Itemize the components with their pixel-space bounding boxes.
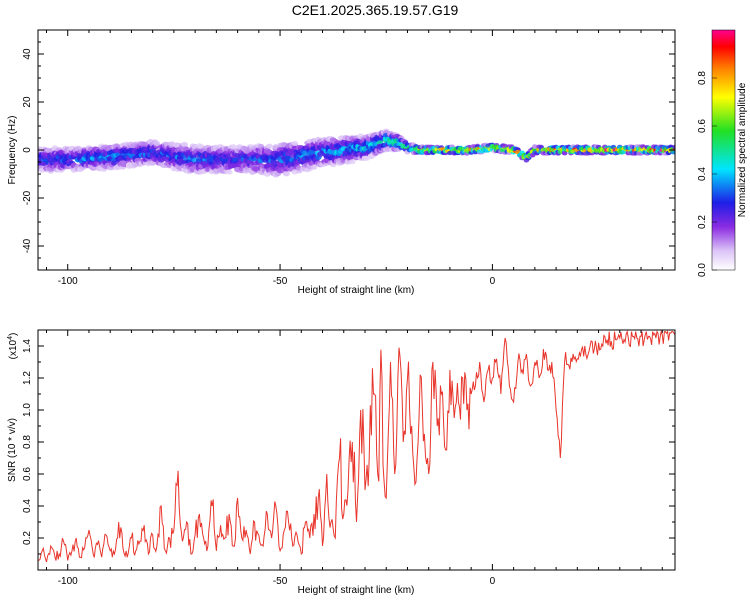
- colorbar-tick-label: 0.4: [697, 167, 708, 181]
- spectrogram-cell: [348, 159, 356, 165]
- colorbar-frame: [711, 29, 736, 271]
- snr-y-tick-label: 1.0: [22, 403, 33, 417]
- spectrogram-cell: [532, 144, 538, 149]
- spectrogram-cell: [310, 164, 318, 170]
- spectrogram-y-tick-label: -20: [22, 190, 33, 205]
- snr-y-tick-label: 1.2: [22, 371, 33, 385]
- colorbar-tick-label: 0.8: [697, 71, 708, 85]
- spectrogram-y-tick-label: 0: [22, 147, 33, 153]
- colorbar: 0.0 0.2 0.4 0.6 0.8 Normalized spectral ampl…: [697, 29, 748, 277]
- spectrogram-heatmap: [38, 128, 675, 178]
- colorbar-tick-label: 0.2: [697, 215, 708, 229]
- snr-plot-frame: [37, 329, 676, 571]
- spectrogram-cell: [229, 144, 237, 150]
- spectrogram-cell: [225, 169, 233, 175]
- spectrogram-cell: [672, 144, 675, 150]
- spectrogram-x-axis-label: Height of straight line (km): [298, 285, 415, 296]
- spectrogram-cell: [111, 160, 118, 166]
- spectrogram-cell: [266, 143, 273, 149]
- spectrogram-y-tick-label: 40: [22, 48, 33, 60]
- spectrogram-panel: -100 -50 0 -40 -20 0 20 40 Height of straight l…: [7, 29, 676, 296]
- figure-title: C2E1.2025.365.19.57.G19: [292, 2, 459, 18]
- snr-y-multiplier: (x104): [7, 333, 19, 360]
- colorbar-ticks: 0.0 0.2 0.4 0.6 0.8: [697, 71, 717, 277]
- colorbar-tick-label: 0.6: [697, 119, 708, 133]
- snr-y-tick-label: 0.4: [22, 499, 33, 513]
- snr-panel: -100 -50 0 0.2 0.4 0.6 0.8 1.0 1.2 1.4 Height of …: [7, 329, 676, 596]
- spectrogram-axes: -100 -50 0 -40 -20 0 20 40: [22, 29, 675, 287]
- spectrogram-y-axis-label: Frequency (Hz): [7, 116, 18, 185]
- spectrogram-x-tick-label: -100: [58, 276, 78, 287]
- snr-y-tick-label: 0.2: [22, 531, 33, 545]
- spectrogram-cell: [447, 150, 453, 156]
- spectrogram-y-tick-label: -40: [22, 238, 33, 253]
- spectrogram-cell: [672, 150, 675, 155]
- spectrogram-cell: [291, 140, 299, 146]
- colorbar-label: Normalized spectral amplitude: [737, 82, 748, 217]
- snr-x-tick-label: -50: [273, 576, 288, 587]
- snr-y-axis-label: SNR (10 * v/v): [7, 418, 18, 482]
- spectrogram-cell: [283, 171, 290, 177]
- spectrogram-x-tick-label: -50: [273, 276, 288, 287]
- spectrogram-x-tick-label: 0: [490, 276, 496, 287]
- snr-y-tick-label: 0.6: [22, 467, 33, 481]
- snr-y-tick-label: 0.8: [22, 435, 33, 449]
- snr-y-tick-label: 1.4: [22, 339, 33, 353]
- snr-x-axis-label: Height of straight line (km): [298, 585, 415, 596]
- snr-series-line: [38, 330, 675, 563]
- spectrogram-cell: [181, 142, 188, 148]
- spectrogram-y-tick-label: 20: [22, 96, 33, 108]
- snr-x-tick-label: -100: [58, 576, 78, 587]
- colorbar-gradient: [712, 30, 735, 270]
- snr-x-tick-label: 0: [490, 576, 496, 587]
- spectrogram-cell: [561, 151, 568, 156]
- spectrogram-cell: [153, 141, 161, 147]
- snr-axes: -100 -50 0 0.2 0.4 0.6 0.8 1.0 1.2 1.4: [22, 330, 675, 587]
- colorbar-tick-label: 0.0: [697, 263, 708, 277]
